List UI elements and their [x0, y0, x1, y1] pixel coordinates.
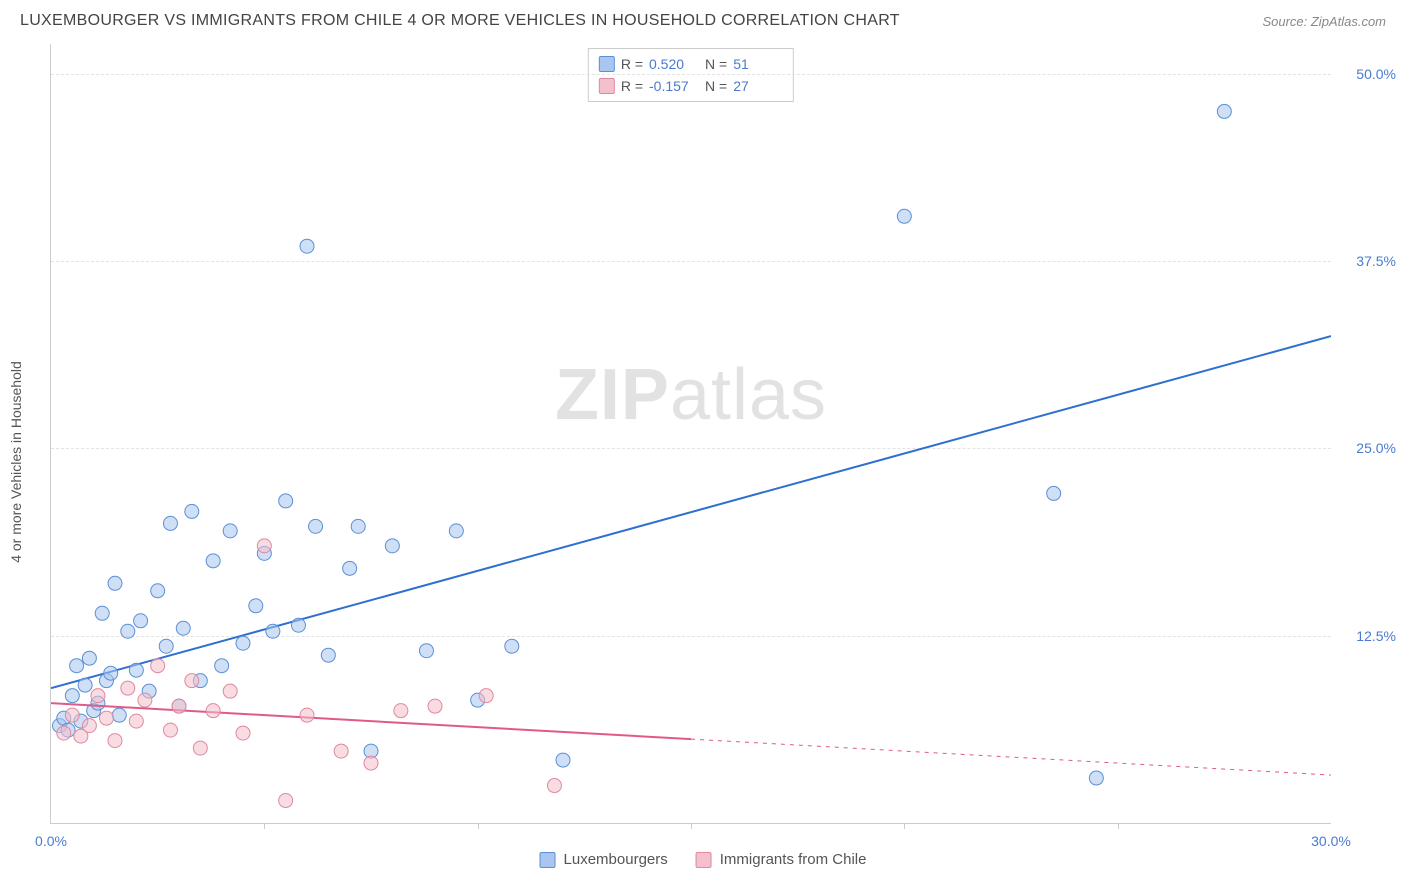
- data-point: [236, 636, 250, 650]
- data-point: [151, 584, 165, 598]
- data-point: [82, 719, 96, 733]
- data-point: [151, 659, 165, 673]
- data-point: [185, 674, 199, 688]
- data-point: [163, 723, 177, 737]
- data-point: [78, 678, 92, 692]
- data-point: [300, 239, 314, 253]
- data-point: [364, 756, 378, 770]
- data-point: [91, 689, 105, 703]
- data-point: [334, 744, 348, 758]
- y-tick-label: 12.5%: [1336, 628, 1396, 644]
- data-point: [300, 708, 314, 722]
- x-tick-label: 30.0%: [1311, 833, 1351, 849]
- data-point: [108, 576, 122, 590]
- data-point: [223, 524, 237, 538]
- scatter-svg: [51, 44, 1331, 823]
- data-point: [121, 681, 135, 695]
- data-point: [1089, 771, 1103, 785]
- data-point: [129, 714, 143, 728]
- data-point: [279, 794, 293, 808]
- data-point: [291, 618, 305, 632]
- data-point: [99, 711, 113, 725]
- data-point: [206, 704, 220, 718]
- x-tick-mark: [1118, 823, 1119, 829]
- data-point: [172, 699, 186, 713]
- data-point: [479, 689, 493, 703]
- series-legend: Luxembourgers Immigrants from Chile: [540, 851, 867, 868]
- chart-source: Source: ZipAtlas.com: [1262, 14, 1386, 29]
- x-tick-mark: [904, 823, 905, 829]
- data-point: [57, 726, 71, 740]
- legend-swatch: [696, 852, 712, 868]
- data-point: [206, 554, 220, 568]
- legend-swatch: [540, 852, 556, 868]
- data-point: [65, 689, 79, 703]
- data-point: [112, 708, 126, 722]
- y-tick-label: 25.0%: [1336, 440, 1396, 456]
- chart-area: 4 or more Vehicles in Household ZIPatlas…: [0, 34, 1406, 874]
- trend-line: [51, 336, 1331, 688]
- data-point: [449, 524, 463, 538]
- x-tick-label: 0.0%: [35, 833, 67, 849]
- data-point: [249, 599, 263, 613]
- trend-line: [51, 703, 691, 739]
- data-point: [134, 614, 148, 628]
- x-tick-mark: [264, 823, 265, 829]
- data-point: [257, 539, 271, 553]
- data-point: [185, 504, 199, 518]
- legend-label: Immigrants from Chile: [720, 851, 867, 868]
- data-point: [121, 624, 135, 638]
- legend-label: Luxembourgers: [564, 851, 668, 868]
- data-point: [1047, 486, 1061, 500]
- data-point: [309, 519, 323, 533]
- data-point: [343, 561, 357, 575]
- y-tick-label: 37.5%: [1336, 253, 1396, 269]
- chart-title: LUXEMBOURGER VS IMMIGRANTS FROM CHILE 4 …: [20, 12, 900, 30]
- data-point: [419, 644, 433, 658]
- data-point: [505, 639, 519, 653]
- data-point: [159, 639, 173, 653]
- data-point: [547, 779, 561, 793]
- x-tick-mark: [691, 823, 692, 829]
- legend-item: Immigrants from Chile: [696, 851, 867, 868]
- data-point: [266, 624, 280, 638]
- data-point: [394, 704, 408, 718]
- data-point: [108, 734, 122, 748]
- data-point: [163, 516, 177, 530]
- y-tick-label: 50.0%: [1336, 66, 1396, 82]
- data-point: [176, 621, 190, 635]
- data-point: [351, 519, 365, 533]
- data-point: [279, 494, 293, 508]
- data-point: [321, 648, 335, 662]
- data-point: [70, 659, 84, 673]
- chart-header: LUXEMBOURGER VS IMMIGRANTS FROM CHILE 4 …: [0, 0, 1406, 34]
- data-point: [65, 708, 79, 722]
- data-point: [428, 699, 442, 713]
- data-point: [556, 753, 570, 767]
- trend-line-dashed: [691, 739, 1331, 775]
- x-tick-mark: [478, 823, 479, 829]
- data-point: [223, 684, 237, 698]
- data-point: [82, 651, 96, 665]
- data-point: [129, 663, 143, 677]
- data-point: [138, 693, 152, 707]
- data-point: [215, 659, 229, 673]
- data-point: [193, 741, 207, 755]
- data-point: [236, 726, 250, 740]
- data-point: [95, 606, 109, 620]
- legend-item: Luxembourgers: [540, 851, 668, 868]
- data-point: [1217, 104, 1231, 118]
- plot-region: ZIPatlas R =0.520N =51R =-0.157N =27 12.…: [50, 44, 1331, 824]
- data-point: [385, 539, 399, 553]
- data-point: [897, 209, 911, 223]
- data-point: [104, 666, 118, 680]
- y-axis-label: 4 or more Vehicles in Household: [8, 361, 24, 563]
